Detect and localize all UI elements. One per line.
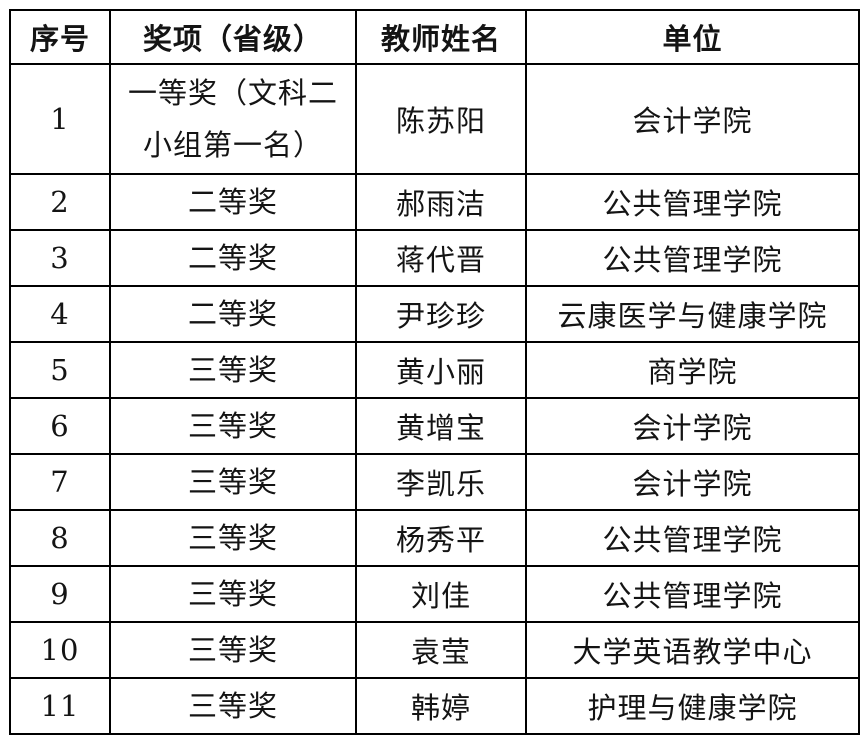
cell-award: 三等奖 — [109, 453, 357, 511]
cell-unit: 公共管理学院 — [525, 565, 860, 623]
cell-unit: 公共管理学院 — [525, 229, 860, 287]
cell-teacher-name: 蒋代晋 — [355, 229, 527, 287]
column-header-serial: 序号 — [9, 9, 111, 65]
cell-serial: 5 — [9, 341, 111, 399]
cell-teacher-name: 韩婷 — [355, 677, 527, 735]
cell-teacher-name: 刘佳 — [355, 565, 527, 623]
cell-award: 三等奖 — [109, 397, 357, 455]
cell-serial: 3 — [9, 229, 111, 287]
table-header: 序号 奖项（省级） 教师姓名 单位 — [9, 9, 860, 65]
cell-serial: 11 — [9, 677, 111, 735]
table-row: 6 三等奖 黄增宝 会计学院 — [9, 397, 860, 455]
cell-teacher-name: 黄小丽 — [355, 341, 527, 399]
table-row: 3 二等奖 蒋代晋 公共管理学院 — [9, 229, 860, 287]
cell-serial: 9 — [9, 565, 111, 623]
cell-teacher-name: 黄增宝 — [355, 397, 527, 455]
cell-teacher-name: 杨秀平 — [355, 509, 527, 567]
table-row: 2 二等奖 郝雨洁 公共管理学院 — [9, 173, 860, 231]
table-row: 8 三等奖 杨秀平 公共管理学院 — [9, 509, 860, 567]
cell-unit: 会计学院 — [525, 397, 860, 455]
cell-teacher-name: 陈苏阳 — [355, 63, 527, 175]
cell-award: 二等奖 — [109, 173, 357, 231]
cell-teacher-name: 袁莹 — [355, 621, 527, 679]
cell-teacher-name: 尹珍珍 — [355, 285, 527, 343]
column-header-unit: 单位 — [525, 9, 860, 65]
table-row: 9 三等奖 刘佳 公共管理学院 — [9, 565, 860, 623]
cell-teacher-name: 李凯乐 — [355, 453, 527, 511]
cell-serial: 10 — [9, 621, 111, 679]
cell-unit: 云康医学与健康学院 — [525, 285, 860, 343]
column-header-teacher-name: 教师姓名 — [355, 9, 527, 65]
cell-unit: 公共管理学院 — [525, 173, 860, 231]
cell-unit: 公共管理学院 — [525, 509, 860, 567]
cell-award: 二等奖 — [109, 229, 357, 287]
table-body: 1 一等奖（文科二 小组第一名） 陈苏阳 会计学院 2 二等奖 郝雨洁 公共管理… — [9, 63, 860, 735]
table-row: 10 三等奖 袁莹 大学英语教学中心 — [9, 621, 860, 679]
cell-award: 一等奖（文科二 小组第一名） — [109, 63, 357, 175]
cell-award: 三等奖 — [109, 677, 357, 735]
column-header-award: 奖项（省级） — [109, 9, 357, 65]
table-row: 5 三等奖 黄小丽 商学院 — [9, 341, 860, 399]
cell-serial: 6 — [9, 397, 111, 455]
cell-teacher-name: 郝雨洁 — [355, 173, 527, 231]
cell-unit: 护理与健康学院 — [525, 677, 860, 735]
table-row: 7 三等奖 李凯乐 会计学院 — [9, 453, 860, 511]
header-row: 序号 奖项（省级） 教师姓名 单位 — [9, 9, 860, 65]
cell-serial: 1 — [9, 63, 111, 175]
cell-serial: 2 — [9, 173, 111, 231]
cell-unit: 会计学院 — [525, 63, 860, 175]
cell-award: 三等奖 — [109, 621, 357, 679]
cell-award: 二等奖 — [109, 285, 357, 343]
table-row: 1 一等奖（文科二 小组第一名） 陈苏阳 会计学院 — [9, 63, 860, 175]
cell-serial: 7 — [9, 453, 111, 511]
cell-serial: 8 — [9, 509, 111, 567]
cell-unit: 商学院 — [525, 341, 860, 399]
table-row: 4 二等奖 尹珍珍 云康医学与健康学院 — [9, 285, 860, 343]
cell-serial: 4 — [9, 285, 111, 343]
cell-award: 三等奖 — [109, 565, 357, 623]
award-table: 序号 奖项（省级） 教师姓名 单位 1 一等奖（文科二 小组第一名） 陈苏阳 会… — [9, 9, 860, 735]
cell-unit: 大学英语教学中心 — [525, 621, 860, 679]
table-row: 11 三等奖 韩婷 护理与健康学院 — [9, 677, 860, 735]
cell-unit: 会计学院 — [525, 453, 860, 511]
cell-award: 三等奖 — [109, 509, 357, 567]
cell-award: 三等奖 — [109, 341, 357, 399]
